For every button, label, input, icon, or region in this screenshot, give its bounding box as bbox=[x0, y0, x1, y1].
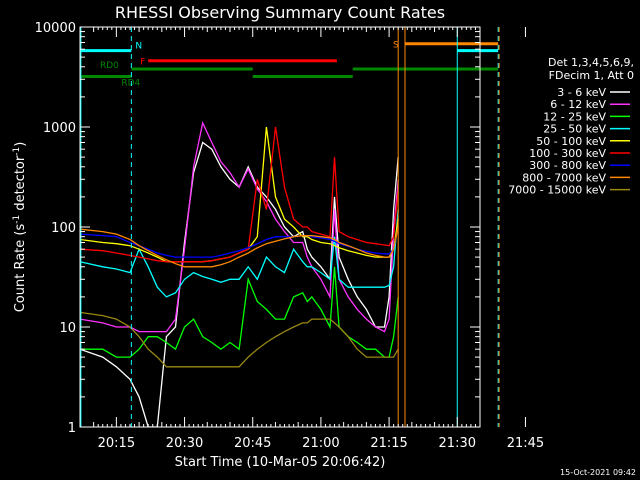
legend-label-4: 50 - 100 keV bbox=[536, 135, 606, 148]
legend-label-2: 12 - 25 keV bbox=[543, 110, 606, 123]
y-axis-label-superscript: -1 bbox=[12, 215, 22, 224]
x-axis-label: Start Time (10-Mar-05 20:06:42) bbox=[175, 455, 386, 470]
x-tick-label-1: 20:30 bbox=[166, 436, 203, 451]
x-axis-ticks: 20:15 20:30 20:45 21:00 21:15 21:30 21:45 bbox=[93, 27, 544, 451]
y-tick-label-1: 10 bbox=[59, 321, 76, 336]
series-layer bbox=[80, 120, 399, 427]
y-axis-label-superscript-2: -1 bbox=[12, 147, 22, 156]
y-axis-ticks: 1 10 100 1000 10000 bbox=[35, 21, 480, 436]
flag-label-1: F bbox=[140, 58, 145, 68]
y-axis-label: Count Rate (s-1 detector-1) bbox=[12, 142, 28, 313]
y-axis-label-end: ) bbox=[13, 142, 28, 147]
footer-date: 15-Oct-2021 09:42 bbox=[560, 468, 636, 477]
series-line-8 bbox=[80, 311, 399, 368]
series-line-3 bbox=[80, 209, 399, 298]
x-tick-label-6: 21:45 bbox=[507, 436, 544, 451]
legend: Det 1,3,4,5,6,9,FDecim 1, Att 0 3 - 6 keV… bbox=[508, 56, 634, 197]
series-line-7 bbox=[80, 226, 399, 268]
y-tick-label-2: 100 bbox=[51, 221, 76, 236]
y-tick-label-3: 1000 bbox=[43, 121, 76, 136]
series-line-1 bbox=[80, 120, 399, 333]
x-tick-label-4: 21:15 bbox=[370, 436, 407, 451]
y-axis-label-mid: detector bbox=[13, 155, 28, 215]
legend-header-1: FDecim 1, Att 0 bbox=[549, 69, 634, 82]
x-tick-label-5: 21:30 bbox=[439, 436, 476, 451]
y-tick-label-4: 10000 bbox=[35, 21, 76, 36]
series-line-0 bbox=[80, 141, 399, 427]
flag-label-3: RD0 bbox=[100, 61, 119, 71]
x-tick-label-2: 20:45 bbox=[234, 436, 271, 451]
chart-title: RHESSI Observing Summary Count Rates bbox=[115, 3, 445, 22]
vertical-lines-layer bbox=[80, 27, 500, 427]
y-axis-label-main: Count Rate (s bbox=[13, 224, 28, 313]
legend-label-6: 300 - 800 keV bbox=[529, 159, 606, 172]
series-line-2 bbox=[80, 266, 399, 358]
legend-label-0: 3 - 6 keV bbox=[557, 86, 606, 99]
legend-label-1: 6 - 12 keV bbox=[550, 98, 606, 111]
legend-label-7: 800 - 7000 keV bbox=[522, 171, 606, 184]
x-tick-label-0: 20:15 bbox=[98, 436, 135, 451]
y-tick-label-0: 1 bbox=[68, 421, 76, 436]
flag-label-2: S bbox=[393, 41, 399, 51]
legend-label-5: 100 - 300 keV bbox=[529, 147, 606, 160]
flag-label-0: N bbox=[135, 42, 142, 52]
legend-header-0: Det 1,3,4,5,6,9, bbox=[548, 56, 634, 69]
legend-label-8: 7000 - 15000 keV bbox=[508, 184, 606, 197]
legend-label-3: 25 - 50 keV bbox=[543, 123, 606, 136]
series-line-4 bbox=[80, 126, 399, 263]
x-tick-label-3: 21:00 bbox=[302, 436, 339, 451]
series-line-5 bbox=[80, 126, 399, 263]
